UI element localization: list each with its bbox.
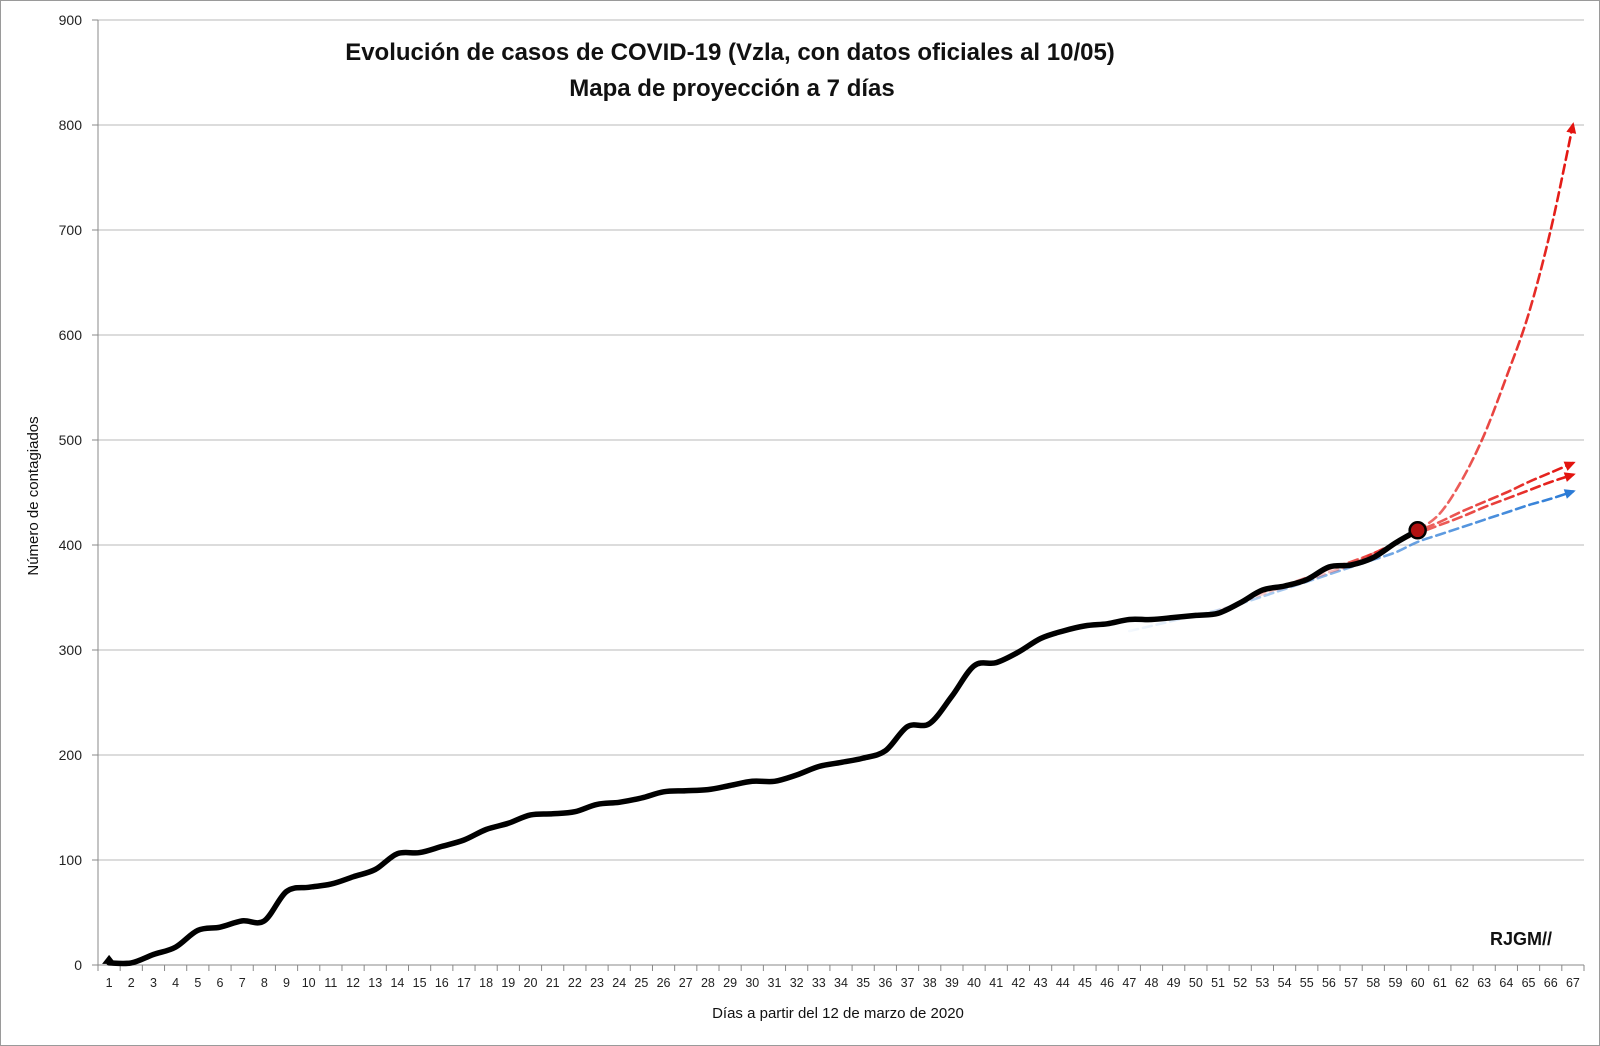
- projection-series: [1128, 122, 1577, 633]
- x-tick-label: 52: [1233, 976, 1247, 990]
- x-tick-label: 28: [701, 976, 715, 990]
- x-tick-label: 47: [1122, 976, 1136, 990]
- x-tick-label: 25: [634, 976, 648, 990]
- start-marker: [102, 954, 117, 964]
- x-tick-label: 66: [1544, 976, 1558, 990]
- x-tick-label: 37: [901, 976, 915, 990]
- projection-arrowhead: [1563, 489, 1576, 499]
- x-tick-label: 49: [1167, 976, 1181, 990]
- observed-line: [106, 527, 1421, 967]
- x-tick-label: 12: [346, 976, 360, 990]
- x-tick-label: 50: [1189, 976, 1203, 990]
- x-tick-label: 39: [945, 976, 959, 990]
- x-tick-label: 29: [723, 976, 737, 990]
- projection-arrowhead: [1563, 472, 1576, 482]
- x-tick-label: 62: [1455, 976, 1469, 990]
- x-tick-label: 40: [967, 976, 981, 990]
- x-tick-label: 65: [1522, 976, 1536, 990]
- x-tick-label: 18: [479, 976, 493, 990]
- x-tick-label: 32: [790, 976, 804, 990]
- x-tick-label: 26: [657, 976, 671, 990]
- x-tick-label: 38: [923, 976, 937, 990]
- x-tick-label: 7: [239, 976, 246, 990]
- observed-series: [102, 521, 1427, 967]
- author-signature: RJGM//: [1490, 929, 1552, 949]
- x-tick-label: 14: [390, 976, 404, 990]
- x-tick-label: 4: [172, 976, 179, 990]
- x-tick-label: 46: [1100, 976, 1114, 990]
- projection-arrowhead: [1563, 461, 1576, 471]
- x-tick-label: 2: [128, 976, 135, 990]
- chart-subtitle: Mapa de proyección a 7 días: [569, 75, 894, 102]
- x-tick-label: 11: [324, 976, 337, 990]
- x-tick-label: 35: [856, 976, 870, 990]
- x-tick-label: 13: [368, 976, 382, 990]
- y-axis-label: Número de contagiados: [25, 416, 42, 575]
- y-tick-label: 0: [74, 957, 82, 973]
- x-tick-label: 42: [1011, 976, 1025, 990]
- x-tick-label: 10: [302, 976, 316, 990]
- x-tick-label: 53: [1255, 976, 1269, 990]
- y-tick-label: 200: [59, 747, 83, 763]
- x-tick-label: 51: [1211, 976, 1225, 990]
- x-tick-label: 36: [878, 976, 892, 990]
- x-tick-label: 1: [106, 976, 113, 990]
- x-tick-label: 9: [283, 976, 290, 990]
- x-tick-label: 41: [989, 976, 1003, 990]
- x-tick-label: 60: [1411, 976, 1425, 990]
- x-tick-label: 20: [524, 976, 538, 990]
- x-tick-label: 67: [1566, 976, 1580, 990]
- x-axis-label: Días a partir del 12 de marzo de 2020: [712, 1005, 964, 1022]
- x-axis-ticks: 1 2 3 4 5 6 7 8 9 10 11 12 13 14 15 16 17 18 19 20 21 22 23 24 2…: [97, 965, 1585, 990]
- y-tick-label: 800: [59, 117, 83, 133]
- x-tick-label: 31: [768, 976, 782, 990]
- x-tick-label: 22: [568, 976, 582, 990]
- x-tick-label: 27: [679, 976, 693, 990]
- x-tick-label: 56: [1322, 976, 1336, 990]
- y-tick-label: 600: [59, 327, 83, 343]
- x-tick-label: 44: [1056, 976, 1070, 990]
- x-tick-label: 57: [1344, 976, 1358, 990]
- y-tick-label: 400: [59, 537, 83, 553]
- x-tick-label: 8: [261, 976, 268, 990]
- x-tick-label: 24: [612, 976, 626, 990]
- x-tick-label: 61: [1433, 976, 1447, 990]
- y-tick-label: 500: [59, 432, 83, 448]
- projection-arrowhead: [1566, 122, 1577, 134]
- x-tick-label: 34: [834, 976, 848, 990]
- x-tick-label: 15: [413, 976, 427, 990]
- x-tick-label: 3: [150, 976, 157, 990]
- y-axis-ticks: 0 100 200 300 400 500 600 700 800 900: [59, 12, 98, 973]
- x-tick-label: 5: [194, 976, 201, 990]
- y-tick-label: 700: [59, 222, 83, 238]
- x-tick-label: 64: [1499, 976, 1513, 990]
- x-tick-label: 30: [745, 976, 759, 990]
- x-tick-label: 33: [812, 976, 826, 990]
- x-tick-label: 58: [1366, 976, 1380, 990]
- x-tick-label: 48: [1145, 976, 1159, 990]
- x-tick-label: 54: [1278, 976, 1292, 990]
- x-tick-label: 43: [1034, 976, 1048, 990]
- y-tick-label: 900: [59, 12, 83, 28]
- y-tick-label: 300: [59, 642, 83, 658]
- axes: [97, 20, 1584, 966]
- last-data-point: [1408, 521, 1427, 540]
- x-tick-label: 19: [501, 976, 515, 990]
- x-tick-label: 59: [1389, 976, 1403, 990]
- x-tick-label: 21: [546, 976, 560, 990]
- x-tick-label: 55: [1300, 976, 1314, 990]
- x-tick-label: 6: [217, 976, 224, 990]
- gridlines: [98, 19, 1584, 966]
- y-tick-label: 100: [59, 852, 83, 868]
- x-tick-label: 16: [435, 976, 449, 990]
- x-tick-label: 45: [1078, 976, 1092, 990]
- x-tick-label: 23: [590, 976, 604, 990]
- x-tick-label: 17: [457, 976, 471, 990]
- chart-title: Evolución de casos de COVID-19 (Vzla, co…: [345, 39, 1115, 66]
- x-tick-label: 63: [1477, 976, 1491, 990]
